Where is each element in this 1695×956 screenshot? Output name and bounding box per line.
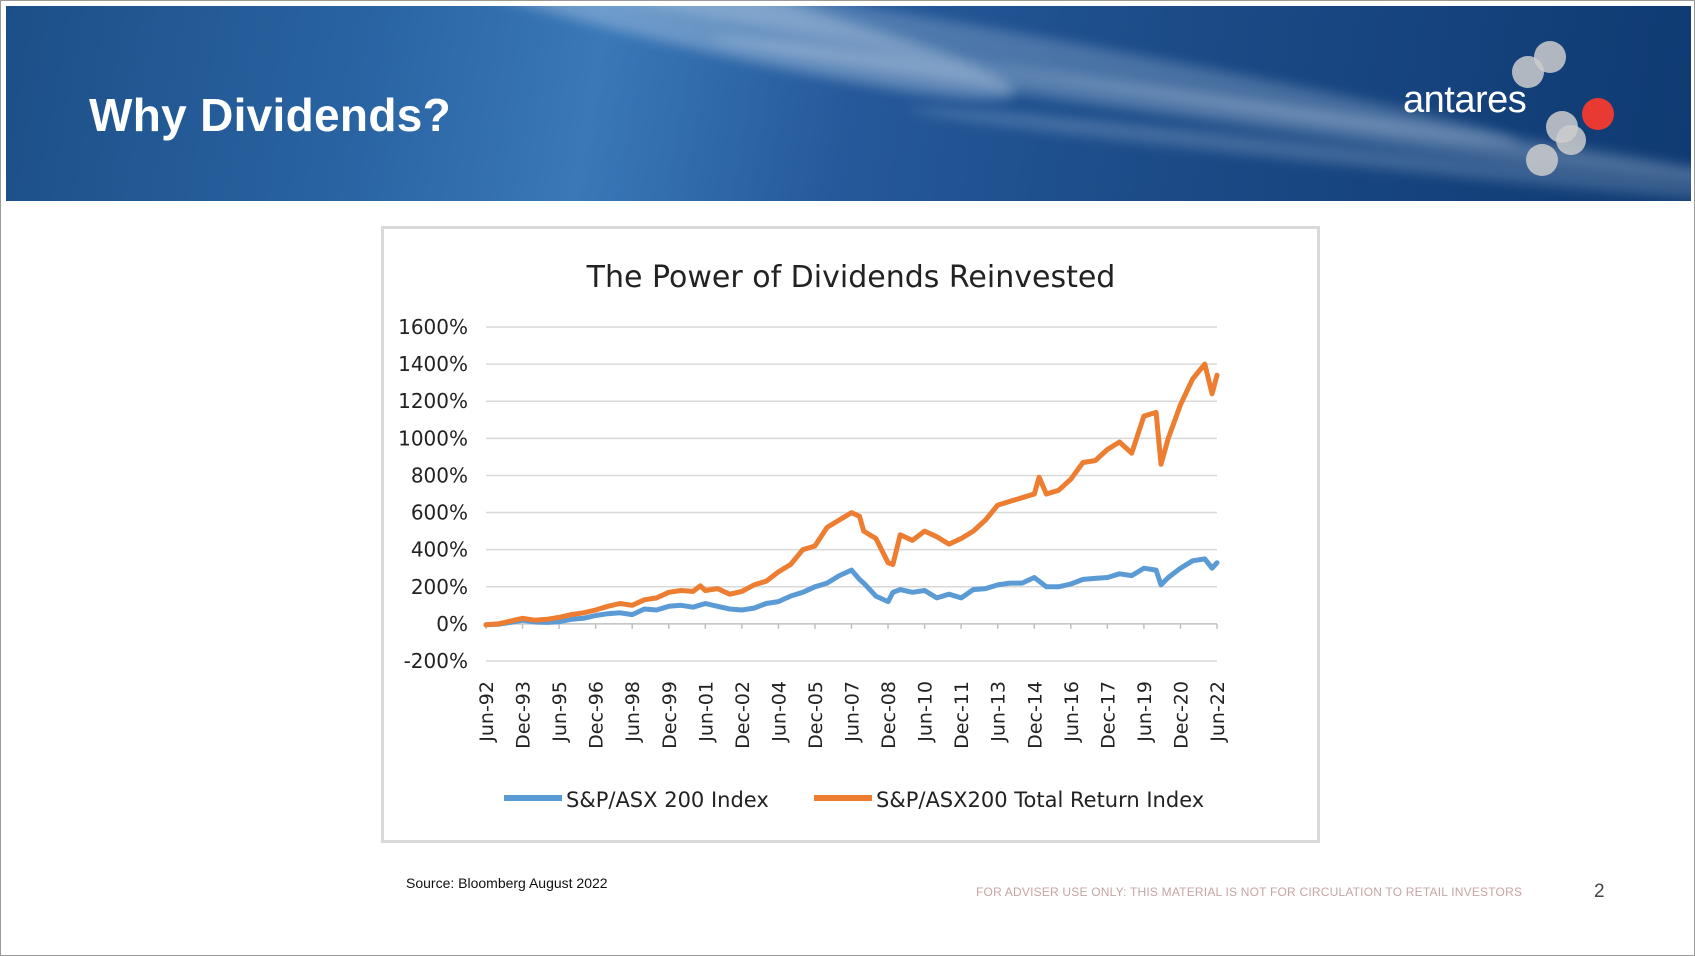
series-asx200-line: [483, 556, 1220, 628]
x-tick-label: Dec-99: [659, 681, 681, 749]
x-tick-label: Dec-02: [732, 681, 754, 749]
page-title: Why Dividends?: [89, 89, 452, 141]
logo-red-dot: [1582, 98, 1614, 130]
header-banner: Why Dividends? antares: [6, 6, 1691, 201]
logo-circle: [1526, 144, 1558, 176]
disclaimer: FOR ADVISER USE ONLY: THIS MATERIAL IS N…: [976, 885, 1523, 899]
x-tick-label: Dec-05: [805, 681, 827, 749]
page-number: 2: [1594, 881, 1605, 902]
y-tick-label: 1400%: [398, 352, 468, 376]
y-tick-label: 1200%: [398, 389, 468, 413]
y-tick-label: -200%: [404, 649, 468, 673]
x-tick-label: Dec-08: [878, 681, 900, 749]
logo-circle: [1512, 56, 1544, 88]
x-tick-label: Jun-16: [1061, 681, 1083, 743]
y-tick-label: 1000%: [398, 426, 468, 450]
chart-title: The Power of Dividends Reinvested: [586, 260, 1116, 295]
x-tick-label: Dec-17: [1097, 681, 1119, 749]
y-tick-label: 800%: [411, 463, 468, 487]
x-tick-label: Jun-07: [842, 681, 864, 743]
y-tick-label: 400%: [411, 538, 468, 562]
y-tick-label: 600%: [411, 501, 468, 525]
x-tick-label: Jun-01: [695, 681, 717, 743]
x-tick-label: Jun-98: [622, 681, 644, 743]
x-tick-label: Dec-20: [1170, 681, 1192, 749]
x-tick-label: Dec-96: [586, 681, 608, 749]
chart-container: The Power of Dividends Reinvested -200% 0…: [381, 226, 1320, 843]
x-tick-label: Jun-04: [768, 681, 790, 743]
x-tick-label: Jun-95: [549, 681, 571, 743]
x-tick-label: Dec-11: [951, 681, 973, 749]
x-tick-label: Jun-10: [915, 681, 937, 743]
x-tick-label: Jun-13: [988, 681, 1010, 743]
dividends-line-chart: The Power of Dividends Reinvested -200% 0…: [398, 260, 1229, 812]
logo-circle: [1556, 125, 1586, 155]
y-tick-label: 200%: [411, 575, 468, 599]
y-tick-label: 1600%: [398, 315, 468, 339]
chart-legend: S&P/ASX 200 Index S&P/ASX200 Total Retur…: [504, 788, 1204, 812]
x-tick-label: Jun-92: [476, 681, 498, 743]
logo-text: antares: [1403, 79, 1527, 121]
legend-label-asx200: S&P/ASX 200 Index: [566, 788, 769, 812]
x-tick-label: Jun-22: [1207, 681, 1229, 743]
source-note: Source: Bloomberg August 2022: [406, 875, 608, 891]
antares-logo: antares: [1396, 31, 1636, 191]
legend-label-total-return: S&P/ASX200 Total Return Index: [876, 788, 1204, 812]
y-tick-label: 0%: [436, 612, 468, 636]
x-tick-label: Dec-93: [513, 681, 535, 749]
x-tick-label: Dec-14: [1024, 681, 1046, 749]
x-tick-label: Jun-19: [1134, 681, 1156, 743]
series-total-return-line: [483, 361, 1220, 628]
